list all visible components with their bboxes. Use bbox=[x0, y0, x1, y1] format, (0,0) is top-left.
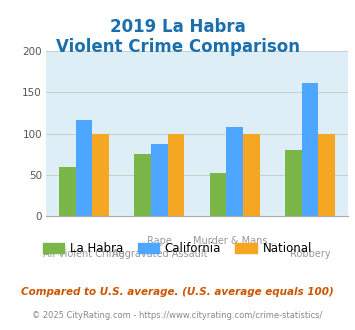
Text: Violent Crime Comparison: Violent Crime Comparison bbox=[55, 38, 300, 56]
Text: 2019 La Habra: 2019 La Habra bbox=[110, 18, 245, 36]
Bar bbox=[151, 145, 168, 216]
Text: Robbery: Robbery bbox=[290, 249, 331, 259]
Text: Rape: Rape bbox=[147, 236, 172, 246]
Bar bbox=[135, 154, 151, 216]
Bar bbox=[285, 150, 302, 216]
Bar bbox=[59, 167, 76, 216]
Legend: La Habra, California, National: La Habra, California, National bbox=[38, 237, 317, 260]
Bar bbox=[302, 82, 318, 216]
Text: All Violent Crime: All Violent Crime bbox=[43, 249, 125, 259]
Bar bbox=[243, 134, 260, 216]
Text: © 2025 CityRating.com - https://www.cityrating.com/crime-statistics/: © 2025 CityRating.com - https://www.city… bbox=[32, 311, 323, 320]
Bar bbox=[76, 120, 92, 216]
Bar bbox=[226, 127, 243, 216]
Bar bbox=[318, 134, 335, 216]
Bar bbox=[168, 134, 184, 216]
Bar bbox=[92, 134, 109, 216]
Text: Aggravated Assault: Aggravated Assault bbox=[111, 249, 207, 259]
Text: Murder & Mans...: Murder & Mans... bbox=[193, 236, 277, 246]
Bar bbox=[210, 173, 226, 216]
Text: Compared to U.S. average. (U.S. average equals 100): Compared to U.S. average. (U.S. average … bbox=[21, 287, 334, 297]
